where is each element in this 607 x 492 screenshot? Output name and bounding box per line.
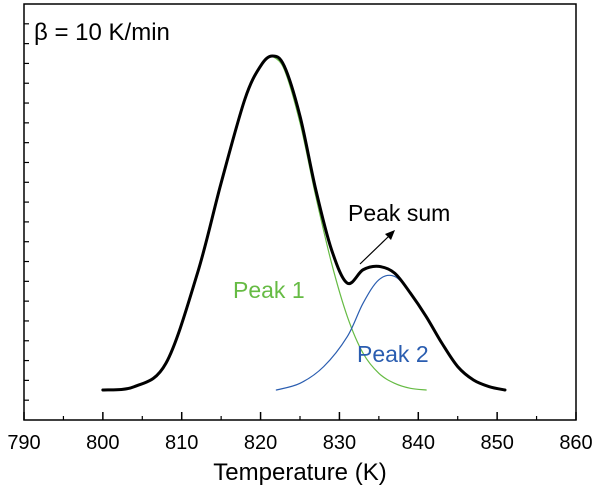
series-group bbox=[101, 54, 507, 392]
plot-frame bbox=[23, 3, 577, 421]
x-tick-label: 850 bbox=[480, 432, 513, 454]
x-tick-label: 820 bbox=[244, 432, 277, 454]
x-tick-label: 800 bbox=[86, 432, 119, 454]
series-label-peak-2: Peak 2 bbox=[357, 341, 429, 367]
beta-annotation: β = 10 K/min bbox=[34, 19, 170, 46]
x-tick-label: 830 bbox=[323, 432, 356, 454]
series-label-peak-1: Peak 1 bbox=[233, 277, 305, 303]
series-line-peak-sum bbox=[101, 54, 507, 392]
series-line-peak-1 bbox=[271, 55, 427, 391]
x-axis-title: Temperature (K) bbox=[213, 459, 386, 486]
y-ticks bbox=[24, 23, 29, 401]
x-tick-label: 810 bbox=[165, 432, 198, 454]
peak-sum-arrow-head bbox=[385, 230, 395, 240]
x-tick-label: 860 bbox=[559, 432, 592, 454]
peak-sum-arrow-line bbox=[359, 236, 389, 265]
series-label-peak-sum: Peak sum bbox=[348, 200, 450, 226]
x-tick-label: 840 bbox=[402, 432, 435, 454]
series-line-peak-2 bbox=[275, 274, 506, 391]
x-ticks bbox=[23, 412, 577, 420]
x-tick-label: 790 bbox=[7, 432, 40, 454]
x-tick-labels: 790 800 810 820 830 840 850 860 bbox=[7, 432, 592, 454]
